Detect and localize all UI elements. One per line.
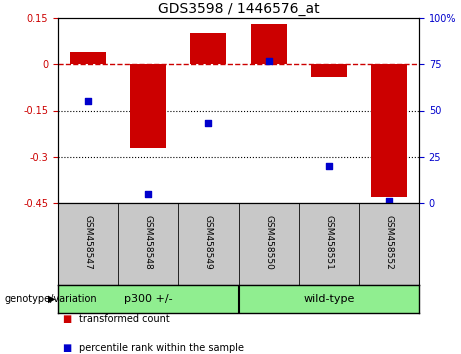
Text: GSM458552: GSM458552 <box>384 215 393 270</box>
Point <box>325 163 332 169</box>
Text: ■: ■ <box>63 343 72 353</box>
Bar <box>130 64 166 148</box>
Bar <box>190 33 226 64</box>
Bar <box>70 52 106 64</box>
Bar <box>299 203 359 285</box>
Text: wild-type: wild-type <box>303 294 355 304</box>
Bar <box>58 203 118 285</box>
Point <box>84 98 92 104</box>
Bar <box>311 64 347 76</box>
Bar <box>178 203 238 285</box>
Text: ▶: ▶ <box>48 294 56 304</box>
Point <box>385 198 393 204</box>
Bar <box>359 203 419 285</box>
Point <box>145 191 152 196</box>
Bar <box>371 64 407 197</box>
Bar <box>250 24 287 64</box>
Text: percentile rank within the sample: percentile rank within the sample <box>79 343 244 353</box>
Text: GSM458550: GSM458550 <box>264 215 273 270</box>
Bar <box>238 203 299 285</box>
Point <box>265 58 272 63</box>
Point <box>205 121 212 126</box>
Text: p300 +/-: p300 +/- <box>124 294 172 304</box>
Text: GSM458548: GSM458548 <box>144 215 153 270</box>
Text: GSM458547: GSM458547 <box>83 215 93 270</box>
Text: GSM458549: GSM458549 <box>204 215 213 270</box>
Text: genotype/variation: genotype/variation <box>5 294 97 304</box>
Text: transformed count: transformed count <box>79 314 170 324</box>
Bar <box>118 203 178 285</box>
Title: GDS3598 / 1446576_at: GDS3598 / 1446576_at <box>158 1 319 16</box>
Text: ■: ■ <box>63 314 72 324</box>
Text: GSM458551: GSM458551 <box>324 215 333 270</box>
